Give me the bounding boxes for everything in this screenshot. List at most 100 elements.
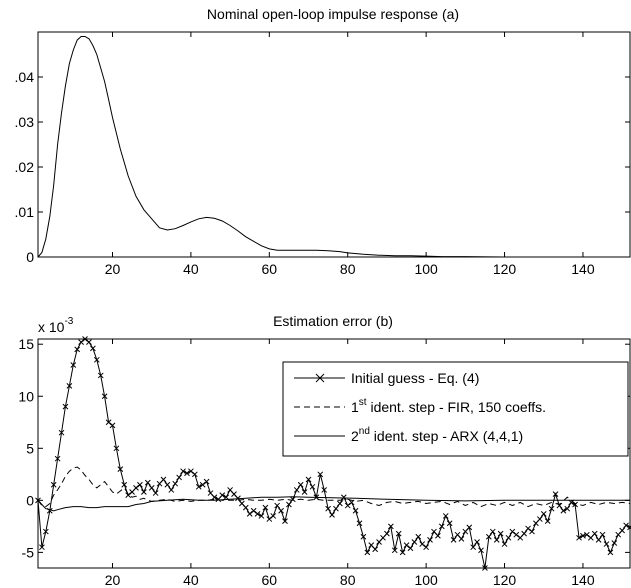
legend-label: Initial guess - Eq. (4)	[351, 370, 479, 386]
chart-title: Nominal open-loop impulse response (a)	[207, 6, 459, 22]
x-tick-label: 40	[183, 572, 199, 588]
x-marker	[70, 362, 77, 368]
x-marker	[591, 530, 598, 537]
x-marker	[470, 544, 477, 551]
y-tick-label: 0	[26, 492, 34, 508]
x-marker	[144, 479, 151, 486]
x-marker	[427, 537, 433, 543]
x-marker	[611, 540, 618, 546]
x-marker	[254, 511, 261, 517]
series-line-2	[37, 496, 630, 512]
x-marker	[560, 507, 567, 514]
x-marker	[321, 487, 328, 493]
x-marker	[203, 478, 210, 485]
x-marker	[344, 502, 351, 509]
legend-label: 1st ident. step - FIR, 150 coeffs.	[351, 397, 546, 415]
x-marker	[317, 471, 324, 478]
x-marker	[278, 507, 284, 514]
x-marker	[403, 542, 410, 548]
y-tick-label: 5	[26, 440, 34, 456]
x-marker	[50, 481, 57, 488]
y-scale-label: x 10-3	[38, 316, 74, 335]
x-marker	[54, 455, 61, 462]
x-marker	[486, 533, 492, 540]
x-marker	[372, 546, 379, 553]
y-tick-label: 15	[18, 336, 34, 352]
x-marker	[90, 345, 96, 352]
x-marker	[391, 547, 398, 554]
estimation-error-chart: Estimation error (b) x 10-3 20 40 60 80 100 1…	[18, 313, 631, 588]
y-tick-label: .04	[15, 69, 35, 85]
x-tick-label: 100	[414, 572, 438, 588]
x-marker	[164, 481, 171, 488]
x-tick-label: 120	[493, 261, 517, 277]
x-marker	[521, 530, 527, 537]
plot-frame	[37, 31, 631, 258]
x-marker	[168, 487, 175, 493]
x-marker	[576, 534, 582, 541]
series-group	[35, 336, 631, 571]
x-marker	[450, 537, 457, 543]
x-marker	[497, 530, 504, 537]
x-tick-label: 120	[493, 572, 517, 588]
x-marker	[544, 518, 551, 525]
x-marker	[101, 393, 108, 400]
x-marker	[619, 527, 626, 534]
x-marker	[133, 484, 139, 491]
x-marker	[348, 499, 355, 506]
x-marker	[478, 547, 484, 554]
x-marker	[415, 533, 422, 540]
x-marker	[501, 541, 508, 547]
x-marker	[599, 531, 606, 538]
axis-ticks: 20 40 60 80 100 120 140 -5 0 5 10 15	[18, 336, 630, 588]
x-marker	[211, 494, 218, 501]
x-marker	[340, 494, 347, 501]
x-marker	[489, 528, 496, 535]
x-marker	[184, 470, 190, 477]
x-marker	[360, 533, 367, 540]
x-marker	[564, 505, 571, 512]
y-tick-label: .01	[15, 204, 35, 220]
x-marker	[529, 528, 535, 535]
x-marker	[466, 524, 473, 531]
x-marker	[423, 544, 429, 551]
x-marker	[223, 494, 230, 501]
x-tick-label: 60	[262, 261, 278, 277]
impulse-response-chart: Nominal open-loop impulse response (a) 2…	[15, 6, 631, 277]
x-marker	[113, 445, 120, 452]
x-marker	[270, 513, 277, 519]
x-tick-label: 40	[183, 261, 199, 277]
legend-label: 2nd ident. step - ARX (4,4,1)	[351, 426, 523, 444]
x-marker	[172, 480, 179, 487]
x-marker	[333, 505, 339, 512]
x-marker	[603, 541, 610, 547]
x-marker	[607, 549, 614, 556]
x-marker	[411, 539, 418, 545]
x-marker	[627, 524, 631, 531]
x-tick-label: 60	[262, 572, 278, 588]
x-marker	[297, 481, 304, 488]
x-marker	[352, 507, 359, 514]
x-marker	[258, 513, 265, 519]
x-marker	[384, 530, 390, 537]
y-tick-label: .02	[15, 159, 35, 175]
x-marker	[160, 476, 167, 483]
legend-x-marker	[315, 373, 325, 383]
x-marker	[513, 531, 520, 538]
y-tick-label: 0	[26, 249, 34, 265]
x-marker	[42, 528, 49, 535]
x-marker	[266, 516, 273, 522]
x-marker	[548, 505, 555, 512]
x-marker	[623, 522, 629, 529]
x-tick-label: 20	[105, 261, 121, 277]
series-line-1	[37, 466, 631, 508]
x-marker	[121, 481, 128, 488]
x-marker	[493, 537, 500, 543]
x-tick-label: 100	[414, 261, 438, 277]
x-marker	[117, 466, 124, 472]
legend: Initial guess - Eq. (4) 1st ident. step …	[282, 361, 629, 457]
y-tick-label: -5	[22, 544, 35, 560]
legend-entry-fir: 1st ident. step - FIR, 150 coeffs.	[294, 397, 546, 415]
x-marker	[329, 512, 335, 518]
axis-ticks: 20 40 60 80 100 120 140 0 .01 .02 .03 .04	[15, 32, 630, 277]
